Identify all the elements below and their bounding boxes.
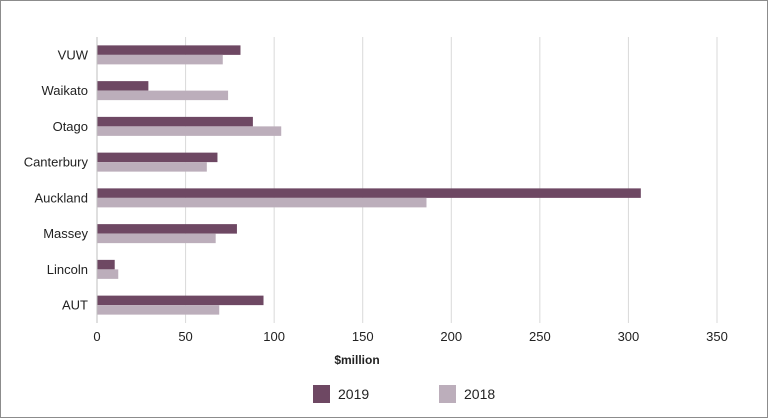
- category-label: Waikato: [42, 83, 88, 98]
- legend-label-2018: 2018: [464, 386, 495, 402]
- bars: [97, 45, 641, 315]
- legend-swatch-2018: [439, 385, 456, 403]
- x-tick-label: 150: [352, 329, 374, 344]
- bar-2019-waikato: [97, 81, 149, 91]
- bar-2019-auckland: [97, 188, 641, 198]
- bar-2018-waikato: [97, 90, 229, 101]
- bar-2019-aut: [97, 295, 264, 306]
- category-label: Canterbury: [24, 155, 89, 170]
- bar-2019-otago: [97, 116, 253, 127]
- bar-2018-aut: [97, 305, 220, 315]
- x-tick-label: 100: [263, 329, 285, 344]
- x-tick-label: 250: [529, 329, 551, 344]
- grid-lines: [185, 37, 718, 323]
- bar-2018-massey: [97, 233, 216, 244]
- category-label: Auckland: [35, 190, 88, 205]
- bar-2019-vuw: [97, 45, 241, 55]
- category-label: AUT: [62, 298, 88, 313]
- category-label: VUW: [58, 47, 89, 62]
- bar-2019-canterbury: [97, 152, 218, 163]
- x-tick-label: 200: [440, 329, 462, 344]
- bar-2018-vuw: [97, 54, 223, 65]
- x-tick-label: 50: [178, 329, 192, 344]
- legend-swatch-2019: [313, 385, 330, 403]
- category-label: Lincoln: [47, 262, 88, 277]
- x-tick-labels: 0 50 100 150 200 250 300 350: [93, 329, 727, 344]
- bar-2018-lincoln: [97, 269, 119, 279]
- category-label: Massey: [43, 226, 88, 241]
- bar-2018-canterbury: [97, 162, 207, 172]
- bar-2019-lincoln: [97, 259, 115, 270]
- legend: 2019 2018: [313, 385, 495, 403]
- category-labels: VUW Waikato Otago Canterbury Auckland Massey L…: [24, 47, 89, 312]
- x-tick-label: 0: [93, 329, 100, 344]
- bar-2019-massey: [97, 224, 237, 234]
- bar-2018-auckland: [97, 197, 427, 208]
- category-label: Otago: [53, 119, 88, 134]
- bar-2018-otago: [97, 126, 282, 136]
- x-tick-label: 300: [618, 329, 640, 344]
- legend-label-2019: 2019: [338, 386, 369, 402]
- x-axis-title: $million: [334, 353, 379, 367]
- x-tick-label: 350: [706, 329, 728, 344]
